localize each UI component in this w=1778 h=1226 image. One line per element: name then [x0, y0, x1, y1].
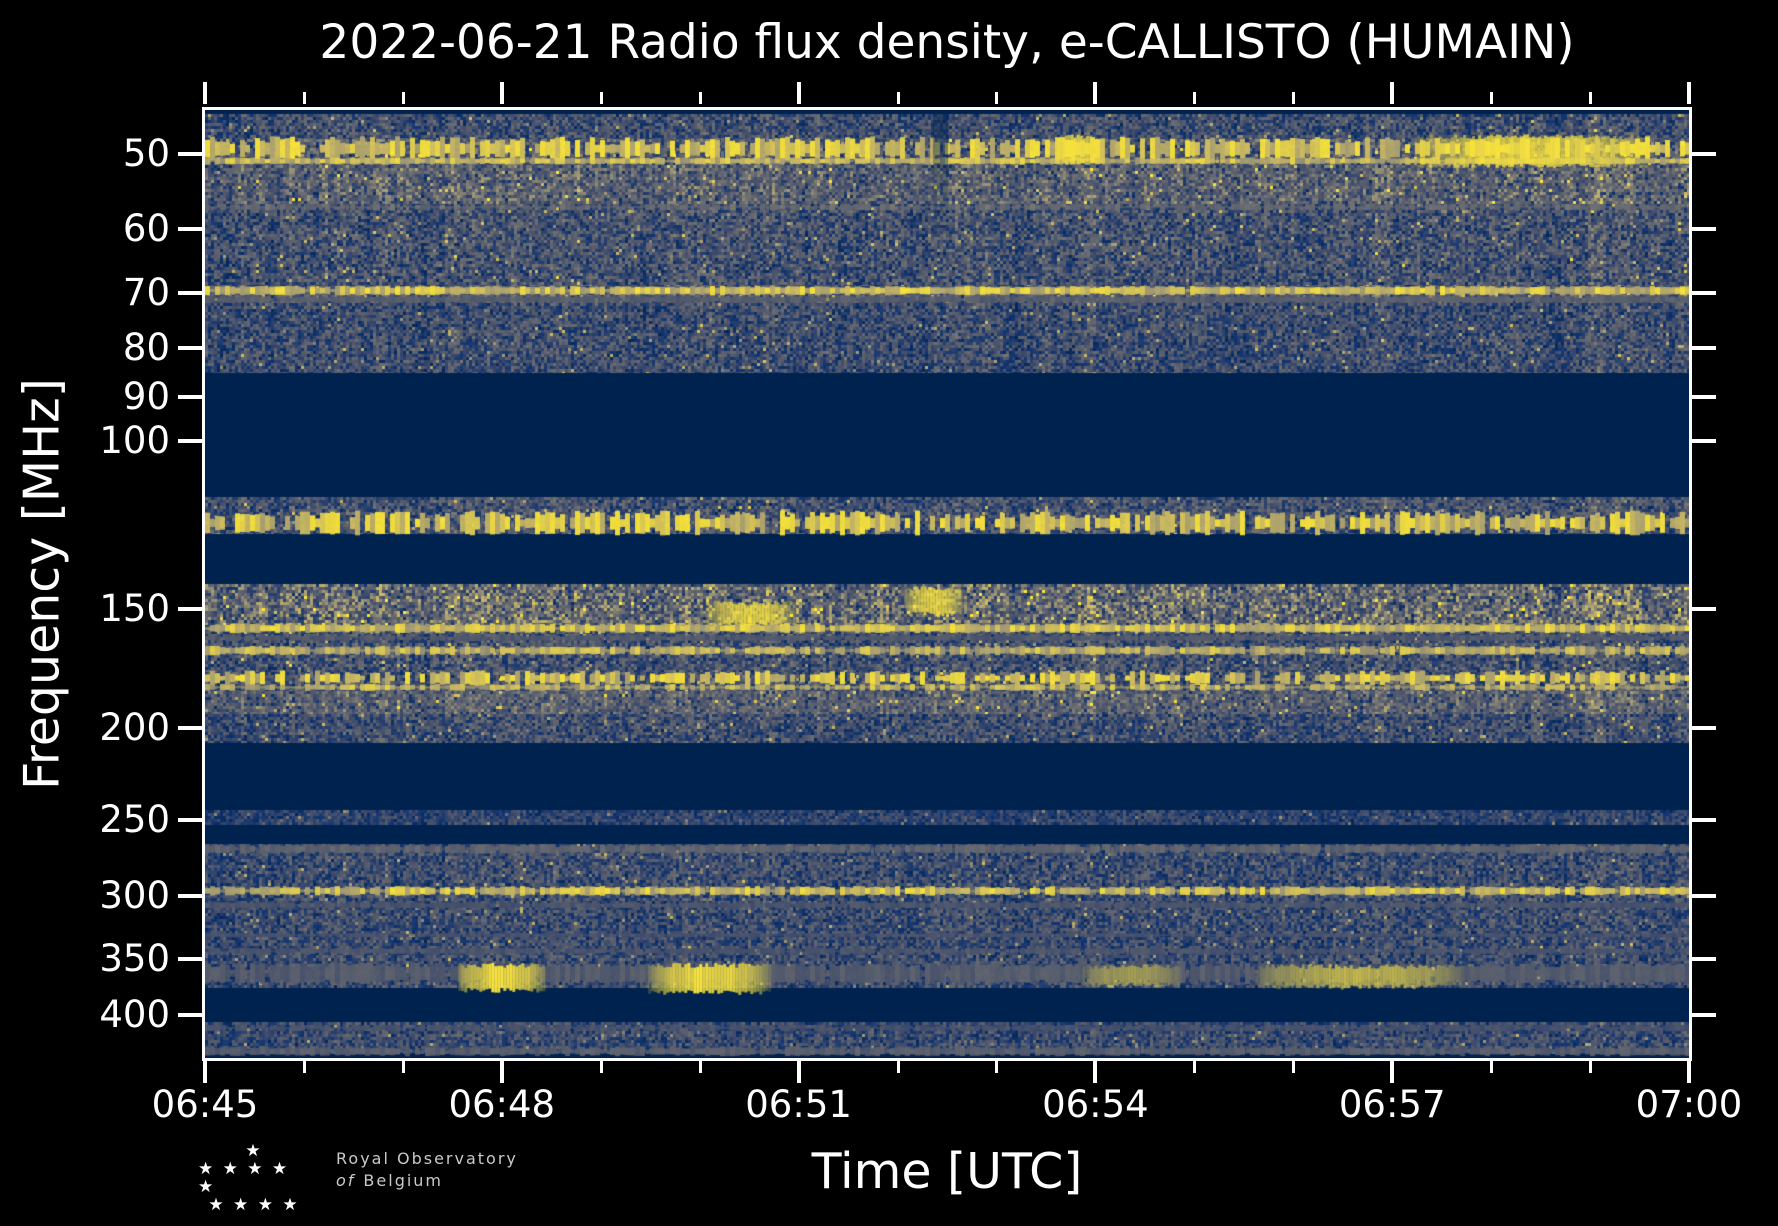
- top-spine: [202, 107, 1692, 110]
- rob-logo-stars-icon: ★ ★ ★ ★ ★ ★ ★ ★ ★ ★: [198, 1142, 310, 1214]
- x-tick-minor-bottom: [599, 1061, 603, 1073]
- y-tick-label: 80: [122, 326, 170, 370]
- left-spine: [202, 107, 205, 1061]
- x-tick-label: 06:57: [1338, 1083, 1446, 1126]
- x-tick-minor-bottom: [1490, 1061, 1494, 1073]
- y-tick-left: [178, 290, 203, 295]
- y-tick-right: [1691, 957, 1716, 962]
- x-tick-minor-top: [302, 92, 306, 104]
- y-tick-left: [178, 346, 203, 351]
- x-tick-major-bottom: [1390, 1061, 1395, 1083]
- y-tick-label: 100: [99, 418, 170, 462]
- y-tick-label: 250: [99, 798, 170, 842]
- x-tick-minor-bottom: [401, 1061, 405, 1073]
- y-tick-right: [1691, 438, 1716, 443]
- y-tick-label: 350: [99, 937, 170, 981]
- x-tick-label: 06:48: [448, 1083, 556, 1126]
- x-tick-major-top: [203, 82, 207, 104]
- x-axis-label: Time [UTC]: [811, 1143, 1083, 1200]
- x-tick-label: 06:45: [151, 1083, 259, 1126]
- y-tick-right: [1691, 290, 1716, 295]
- rob-logo-of: of: [336, 1171, 356, 1190]
- y-tick-right: [1691, 395, 1716, 400]
- y-tick-left: [178, 725, 203, 730]
- y-tick-label: 50: [122, 131, 170, 175]
- x-tick-major-top: [796, 82, 801, 104]
- x-tick-major-bottom: [1687, 1061, 1691, 1083]
- rob-logo: ★ ★ ★ ★ ★ ★ ★ ★ ★ ★ Royal Observatory of Be…: [198, 1142, 518, 1214]
- y-tick-label: 70: [122, 270, 170, 314]
- x-tick-major-bottom: [1093, 1061, 1098, 1083]
- x-tick-minor-top: [698, 92, 702, 104]
- x-tick-major-top: [499, 82, 504, 104]
- y-tick-label: 300: [99, 873, 170, 917]
- rob-logo-star-row: ★ ★ ★ ★ ★: [198, 1159, 290, 1197]
- y-tick-label: 200: [99, 705, 170, 749]
- x-tick-minor-top: [1589, 92, 1593, 104]
- y-tick-left: [178, 151, 203, 156]
- y-tick-left: [178, 606, 203, 611]
- y-tick-left: [178, 1012, 203, 1017]
- x-tick-major-bottom: [796, 1061, 801, 1083]
- y-tick-right: [1691, 893, 1716, 898]
- rob-logo-line2: of Belgium: [336, 1170, 518, 1192]
- x-tick-minor-bottom: [1292, 1061, 1296, 1073]
- rob-logo-star-row: ★: [245, 1141, 263, 1161]
- x-tick-major-bottom: [499, 1061, 504, 1083]
- rob-logo-text: Royal Observatory of Belgium: [336, 1142, 518, 1192]
- y-tick-left: [178, 818, 203, 823]
- y-tick-label: 150: [99, 586, 170, 630]
- y-tick-right: [1691, 346, 1716, 351]
- x-tick-minor-top: [1193, 92, 1197, 104]
- x-tick-major-top: [1687, 82, 1691, 104]
- x-tick-major-bottom: [203, 1061, 207, 1083]
- x-tick-minor-bottom: [1193, 1061, 1197, 1073]
- x-tick-minor-bottom: [1589, 1061, 1593, 1073]
- y-tick-left: [178, 957, 203, 962]
- y-tick-left: [178, 395, 203, 400]
- x-tick-label: 06:54: [1042, 1083, 1149, 1126]
- bottom-spine: [202, 1058, 1692, 1061]
- x-tick-minor-top: [401, 92, 405, 104]
- x-tick-minor-bottom: [698, 1061, 702, 1073]
- spectrogram-canvas: [205, 110, 1689, 1058]
- x-tick-minor-top: [995, 92, 999, 104]
- x-tick-minor-bottom: [896, 1061, 900, 1073]
- x-tick-major-top: [1093, 82, 1098, 104]
- x-tick-label: 06:51: [745, 1083, 852, 1126]
- y-tick-right: [1691, 151, 1716, 156]
- y-tick-left: [178, 438, 203, 443]
- y-tick-label: 90: [122, 375, 170, 419]
- y-tick-right: [1691, 1012, 1716, 1017]
- x-tick-minor-top: [1490, 92, 1494, 104]
- y-tick-right: [1691, 227, 1716, 232]
- rob-logo-star-row: ★ ★ ★ ★: [208, 1195, 300, 1215]
- x-tick-minor-bottom: [302, 1061, 306, 1073]
- chart-title: 2022-06-21 Radio flux density, e-CALLIST…: [319, 15, 1575, 70]
- x-tick-minor-top: [1292, 92, 1296, 104]
- x-tick-minor-bottom: [995, 1061, 999, 1073]
- x-tick-minor-top: [599, 92, 603, 104]
- x-tick-minor-top: [896, 92, 900, 104]
- y-tick-label: 400: [99, 992, 170, 1036]
- x-tick-major-top: [1390, 82, 1395, 104]
- y-tick-right: [1691, 606, 1716, 611]
- y-tick-right: [1691, 725, 1716, 730]
- y-tick-left: [178, 893, 203, 898]
- right-spine: [1689, 107, 1692, 1061]
- rob-logo-line1: Royal Observatory: [336, 1149, 518, 1168]
- y-tick-label: 60: [122, 207, 170, 251]
- y-tick-left: [178, 227, 203, 232]
- x-tick-label: 07:00: [1635, 1083, 1743, 1126]
- rob-logo-belgium: Belgium: [363, 1171, 444, 1190]
- y-tick-right: [1691, 818, 1716, 823]
